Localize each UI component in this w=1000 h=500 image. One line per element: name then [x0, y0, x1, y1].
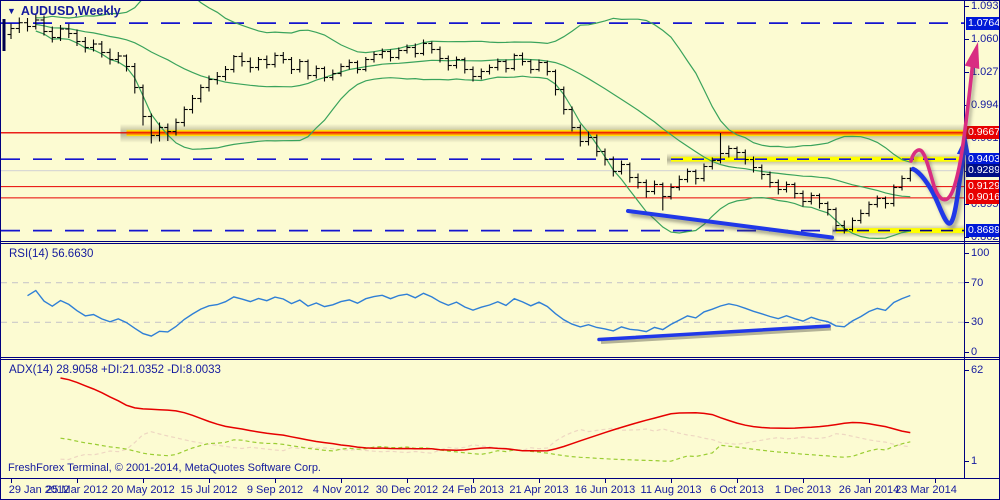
date-label: 15 Jul 2012 — [180, 484, 238, 496]
symbol-dropdown-icon[interactable]: ▼ — [7, 5, 16, 16]
rsi-tick-mark — [965, 252, 969, 254]
date-tick-mark — [209, 479, 210, 483]
date-label: 29 Jan 2012 — [8, 484, 70, 496]
price-tick-mark — [965, 71, 969, 73]
date-tick-mark — [275, 479, 276, 483]
price-tick-mark — [965, 38, 969, 40]
date-label: 30 Dec 2012 — [375, 484, 439, 496]
symbol-title-row: ▼ AUDUSD,Weekly — [7, 4, 121, 18]
rsi-tick-mark — [965, 351, 969, 353]
price-badge-0.9289: 0.9289 — [966, 164, 1000, 178]
adx-canvas[interactable] — [1, 361, 964, 478]
adx-tick-mark — [965, 460, 969, 462]
rsi-panel[interactable]: RSI(14) 56.6630 — [1, 245, 964, 357]
adx-tick-label: 62 — [971, 364, 984, 376]
rsi-canvas[interactable] — [1, 245, 964, 357]
date-tick-mark — [605, 479, 606, 483]
date-tick-mark — [737, 479, 738, 483]
rsi-tick-mark — [965, 282, 969, 284]
date-label: 16 Jun 2013 — [574, 484, 636, 496]
main-price-panel[interactable] — [1, 1, 964, 241]
rsi-tick-label: 70 — [971, 276, 984, 289]
rsi-tick-label: 100 — [971, 247, 990, 259]
date-tick-mark — [671, 479, 672, 483]
date-tick-mark — [11, 479, 12, 483]
date-tick-mark — [473, 479, 474, 483]
price-tick-label: 1.0935 — [971, 0, 999, 12]
date-label: 21 Apr 2013 — [509, 484, 569, 496]
adx-label: ADX(14) 28.9058 +DI:21.0352 -DI:8.0033 — [9, 364, 221, 376]
price-tick-mark — [965, 5, 969, 7]
price-tick-label: 1.0275 — [971, 66, 999, 78]
price-badge-0.9667: 0.9667 — [966, 126, 1000, 140]
price-axis: 1.09351.06051.02750.99450.96150.92850.89… — [964, 0, 1000, 478]
rsi-tick-label: 30 — [971, 316, 984, 329]
price-badge-0.9016: 0.9016 — [966, 191, 1000, 205]
date-tick-mark — [341, 479, 342, 483]
rsi-label: RSI(14) 56.6630 — [9, 248, 94, 260]
date-label: 26 Jan 2014 — [838, 484, 900, 496]
panel-separator[interactable] — [1, 357, 999, 358]
date-label: 6 Oct 2013 — [710, 484, 764, 496]
rsi-tick-label: 0 — [971, 346, 978, 358]
price-badge-0.8689: 0.8689 — [966, 224, 1000, 238]
date-label: 1 Dec 2013 — [774, 484, 832, 496]
date-tick-mark — [869, 479, 870, 483]
date-tick-mark — [539, 479, 540, 483]
date-label: 9 Sep 2012 — [246, 484, 304, 496]
date-label: 23 Mar 2014 — [895, 484, 957, 496]
adx-tick-mark — [965, 369, 969, 371]
terminal-copyright: FreshForex Terminal, © 2001-2014, MetaQu… — [8, 462, 321, 474]
price-chart-canvas[interactable] — [1, 1, 964, 241]
date-tick-mark — [803, 479, 804, 483]
date-tick-mark — [77, 479, 78, 483]
price-tick-label: 0.9945 — [971, 99, 999, 111]
date-label: 24 Feb 2013 — [442, 484, 504, 496]
date-tick-mark — [935, 479, 936, 483]
date-label: 20 May 2012 — [111, 484, 175, 496]
adx-panel[interactable]: ADX(14) 28.9058 +DI:21.0352 -DI:8.0033 — [1, 361, 964, 478]
date-tick-mark — [143, 479, 144, 483]
price-badge-1.0764: 1.0764 — [966, 16, 1000, 30]
panel-separator[interactable] — [1, 359, 999, 360]
panel-separator[interactable] — [1, 243, 999, 244]
date-label: 4 Nov 2012 — [312, 484, 370, 496]
panel-separator[interactable] — [1, 241, 999, 242]
date-label: 25 Mar 2012 — [46, 484, 108, 496]
adx-tick-label: 1 — [971, 455, 978, 467]
date-tick-mark — [407, 479, 408, 483]
time-axis: 29 Jan 2012 25 Mar 2012 20 May 2012 15 Jul … — [1, 478, 999, 499]
chart-title: AUDUSD,Weekly — [20, 4, 121, 18]
rsi-tick-mark — [965, 321, 969, 323]
date-label: 11 Aug 2013 — [640, 484, 702, 496]
price-tick-mark — [965, 104, 969, 106]
price-tick-label: 1.0605 — [971, 33, 999, 45]
